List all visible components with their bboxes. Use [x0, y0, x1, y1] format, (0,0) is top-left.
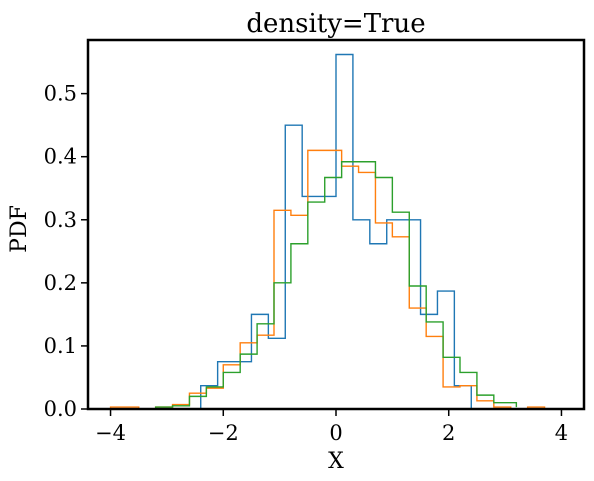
x-tick-label: −2 [208, 421, 239, 445]
y-tick-label: 0.0 [44, 397, 77, 421]
y-axis-label: PDF [7, 205, 32, 253]
y-tick-label: 0.4 [44, 145, 77, 169]
x-tick-label: −4 [95, 421, 126, 445]
ticks-layer: −4 −2 0 2 4 0.0 0.1 0.2 0.3 0.4 0.5 [44, 82, 569, 445]
x-tick-label: 2 [442, 421, 455, 445]
y-tick-label: 0.5 [44, 82, 77, 106]
histogram-series-1 [200, 53, 472, 409]
chart-title: density=True [246, 9, 425, 39]
y-tick-label: 0.3 [44, 208, 77, 232]
y-tick-label: 0.1 [44, 334, 77, 358]
x-tick-label: 4 [555, 421, 568, 445]
histogram-series-2 [109, 149, 546, 410]
x-axis-label: X [328, 449, 344, 474]
plot-frame [86, 38, 586, 411]
histogram-series-3 [154, 161, 518, 409]
y-tick-label: 0.2 [44, 271, 77, 295]
x-tick-label: 0 [329, 421, 342, 445]
series-layer [109, 53, 546, 410]
